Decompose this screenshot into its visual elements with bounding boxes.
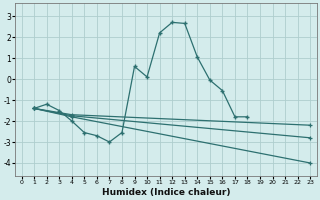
X-axis label: Humidex (Indice chaleur): Humidex (Indice chaleur) bbox=[102, 188, 230, 197]
